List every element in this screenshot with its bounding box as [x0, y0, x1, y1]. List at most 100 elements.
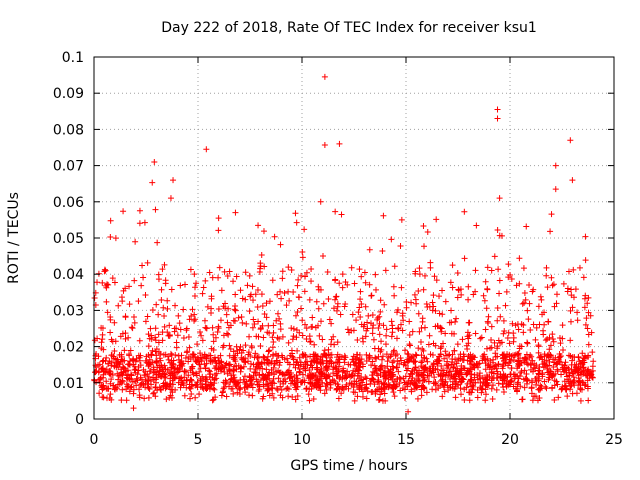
data-point [453, 360, 460, 367]
data-point [474, 360, 481, 367]
x-tick-label: 20 [501, 432, 519, 448]
data-point [488, 323, 495, 330]
data-point [363, 351, 370, 358]
data-point [202, 378, 209, 385]
data-points [91, 73, 597, 415]
data-point [139, 262, 146, 269]
data-point [327, 341, 334, 348]
data-point [230, 390, 237, 397]
data-point [191, 284, 198, 291]
data-point [581, 382, 588, 389]
data-point [276, 359, 283, 366]
data-point [356, 266, 363, 273]
data-point [269, 277, 276, 284]
data-point [156, 384, 163, 391]
data-point [115, 376, 122, 383]
data-point [510, 334, 517, 341]
data-point [340, 367, 347, 374]
data-point [421, 354, 428, 361]
data-point [277, 383, 284, 390]
data-point [358, 273, 365, 280]
data-point [413, 300, 420, 307]
data-point [131, 367, 138, 374]
data-point [485, 361, 492, 368]
data-point [258, 252, 265, 259]
data-point [320, 253, 327, 260]
data-point [251, 321, 258, 328]
data-point [495, 380, 502, 387]
data-point [243, 320, 250, 327]
data-point [363, 395, 370, 402]
data-point [350, 388, 357, 395]
data-point [432, 386, 439, 393]
data-point [394, 364, 401, 371]
data-point [198, 332, 205, 339]
data-point [103, 354, 110, 361]
data-point [365, 312, 372, 319]
data-point [411, 358, 418, 365]
y-tick-label: 0 [75, 412, 84, 428]
data-point [113, 364, 120, 371]
data-point [494, 115, 501, 122]
data-point [383, 332, 390, 339]
data-point [256, 269, 263, 276]
data-point [393, 381, 400, 388]
data-point [502, 302, 509, 309]
data-point [549, 335, 556, 342]
data-point [232, 209, 239, 216]
data-point [149, 306, 156, 313]
data-point [487, 357, 494, 364]
data-point [146, 359, 153, 366]
data-point [107, 391, 114, 398]
data-point [315, 286, 322, 293]
data-point [98, 382, 105, 389]
data-point [395, 368, 402, 375]
data-point [587, 312, 594, 319]
data-point [292, 396, 299, 403]
data-point [231, 356, 238, 363]
y-tick-label: 0.04 [53, 267, 84, 283]
data-point [156, 368, 163, 375]
data-point [429, 307, 436, 314]
data-point [532, 365, 539, 372]
data-point [397, 243, 404, 250]
data-point [253, 333, 260, 340]
data-point [139, 380, 146, 387]
data-point [204, 303, 211, 310]
data-point [506, 353, 513, 360]
data-point [478, 334, 485, 341]
data-point [295, 276, 302, 283]
data-point [215, 227, 222, 234]
data-point [249, 384, 256, 391]
data-point [418, 324, 425, 331]
data-point [553, 291, 560, 298]
data-point [202, 324, 209, 331]
data-point [309, 314, 316, 321]
data-point [118, 397, 125, 404]
data-point [378, 362, 385, 369]
data-point [571, 354, 578, 361]
data-point [261, 354, 268, 361]
data-point [536, 387, 543, 394]
data-point [440, 340, 447, 347]
data-point [585, 397, 592, 404]
data-point [255, 222, 262, 229]
data-point [458, 363, 465, 370]
data-point [160, 380, 167, 387]
data-point [375, 345, 382, 352]
data-point [403, 367, 410, 374]
data-point [296, 366, 303, 373]
data-point [292, 364, 299, 371]
data-point [207, 357, 214, 364]
data-point [96, 361, 103, 368]
x-tick-label: 10 [293, 432, 311, 448]
data-point [408, 299, 415, 306]
data-point [471, 362, 478, 369]
data-point [162, 366, 169, 373]
data-point [279, 268, 286, 275]
data-point [520, 265, 527, 272]
data-point [536, 321, 543, 328]
data-point [293, 386, 300, 393]
data-point [447, 383, 454, 390]
data-point [494, 106, 501, 113]
